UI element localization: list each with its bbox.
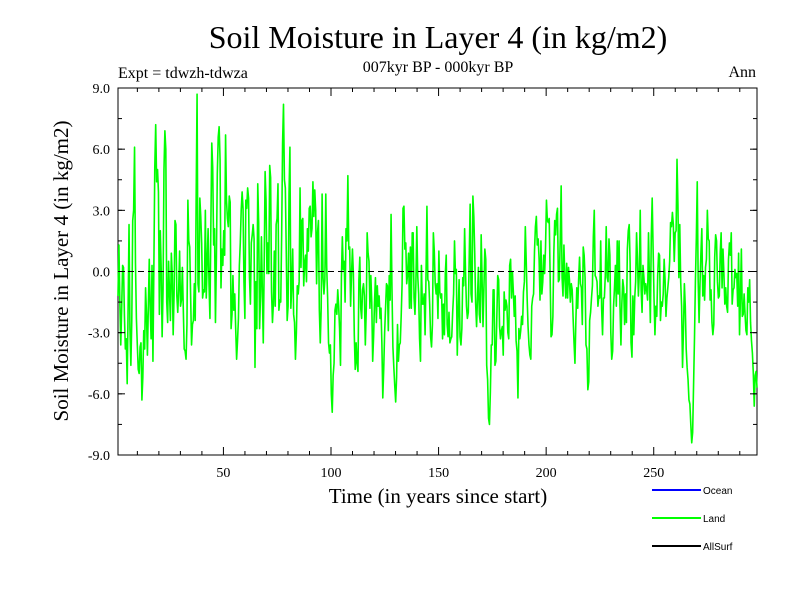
y-tick-label: 9.0 bbox=[93, 82, 111, 97]
legend-label-allsurf: AllSurf bbox=[703, 542, 733, 553]
x-tick-label: 200 bbox=[536, 466, 557, 481]
chart-subtitle: 007kyr BP - 000kyr BP bbox=[363, 59, 514, 76]
chart-title: Soil Moisture in Layer 4 (in kg/m2) bbox=[209, 19, 668, 55]
y-tick-label: -6.0 bbox=[88, 388, 110, 403]
y-tick-label: -9.0 bbox=[88, 449, 110, 464]
legend-label-land: Land bbox=[703, 514, 725, 525]
season-label: Ann bbox=[728, 64, 756, 81]
x-tick-label: 150 bbox=[428, 466, 449, 481]
y-tick-label: 3.0 bbox=[93, 204, 111, 219]
plot-area: -9.0 -6.0 -3.0 0.0 3.0 6.0 9.0 50 100 150 200 250 bbox=[88, 82, 758, 481]
y-tick-label: -3.0 bbox=[88, 327, 110, 342]
y-tick-label: 6.0 bbox=[93, 143, 111, 158]
y-tick-label: 0.0 bbox=[93, 266, 111, 281]
series-land-line bbox=[117, 93, 758, 444]
x-tick-label: 100 bbox=[321, 466, 342, 481]
legend-label-ocean: Ocean bbox=[703, 486, 732, 497]
y-axis-label: Soil Moisture in Layer 4 (in kg/m2) bbox=[49, 121, 73, 422]
legend: Ocean Land AllSurf bbox=[652, 486, 733, 553]
x-tick-label: 50 bbox=[216, 466, 230, 481]
x-axis-label: Time (in years since start) bbox=[329, 484, 548, 508]
expt-label: Expt = tdwzh-tdwza bbox=[118, 65, 248, 82]
x-tick-label: 250 bbox=[643, 466, 664, 481]
